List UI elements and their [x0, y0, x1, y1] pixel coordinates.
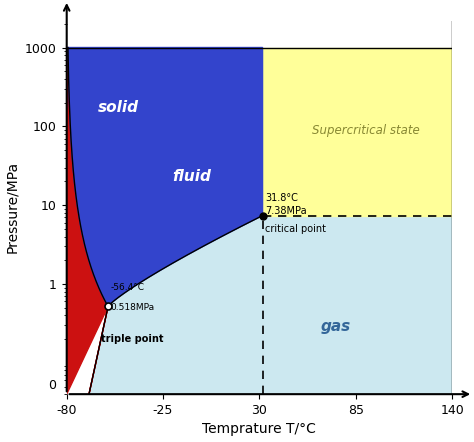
Text: 7.38MPa: 7.38MPa	[265, 206, 307, 216]
Text: 0: 0	[48, 379, 56, 392]
Text: fluid: fluid	[172, 169, 210, 184]
Text: critical point: critical point	[265, 224, 326, 234]
Polygon shape	[67, 216, 452, 442]
Text: gas: gas	[321, 320, 351, 335]
Text: solid: solid	[98, 100, 139, 115]
Text: triple point: triple point	[101, 335, 164, 344]
Polygon shape	[263, 47, 452, 216]
Polygon shape	[68, 47, 263, 306]
Text: 31.8°C: 31.8°C	[265, 193, 298, 202]
Y-axis label: Pressure/MPa: Pressure/MPa	[6, 161, 19, 253]
Polygon shape	[67, 47, 108, 442]
X-axis label: Temprature T/°C: Temprature T/°C	[202, 423, 316, 436]
Text: 0.518MPa: 0.518MPa	[110, 303, 155, 312]
Text: -56.4°C: -56.4°C	[110, 283, 145, 293]
Text: Supercritical state: Supercritical state	[312, 124, 419, 137]
